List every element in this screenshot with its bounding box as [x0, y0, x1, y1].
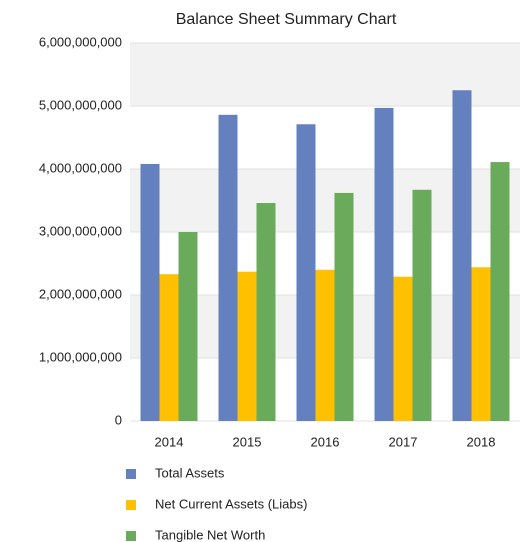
- legend-label: Total Assets: [155, 465, 225, 480]
- bar: [471, 267, 491, 421]
- legend-swatch: [126, 531, 136, 541]
- bar: [218, 114, 238, 421]
- y-tick-label: 2,000,000,000: [39, 286, 122, 301]
- bar: [159, 274, 179, 421]
- y-tick-label: 5,000,000,000: [39, 97, 122, 112]
- bar: [412, 189, 432, 421]
- x-tick-label: 2017: [389, 434, 418, 449]
- legend-label: Net Current Assets (Liabs): [155, 496, 307, 511]
- x-tick-label: 2016: [311, 434, 340, 449]
- y-tick-label: 6,000,000,000: [39, 34, 122, 49]
- y-tick-label: 0: [115, 412, 122, 427]
- y-tick-label: 4,000,000,000: [39, 160, 122, 175]
- bar: [178, 232, 198, 421]
- bar: [315, 269, 335, 421]
- bar: [237, 271, 257, 421]
- x-tick-label: 2014: [155, 434, 184, 449]
- bar: [140, 163, 160, 421]
- bar: [296, 124, 316, 422]
- legend-label: Tangible Net Worth: [155, 527, 265, 542]
- bar: [256, 203, 276, 421]
- bar: [490, 162, 510, 421]
- x-tick-label: 2018: [467, 434, 496, 449]
- chart-title: Balance Sheet Summary Chart: [176, 11, 397, 28]
- legend-swatch: [126, 469, 136, 479]
- bar: [334, 192, 354, 421]
- legend-swatch: [126, 500, 136, 510]
- y-tick-label: 1,000,000,000: [39, 349, 122, 364]
- bar: [393, 276, 413, 421]
- y-tick-label: 3,000,000,000: [39, 223, 122, 238]
- x-tick-label: 2015: [233, 434, 262, 449]
- bar: [452, 90, 472, 421]
- bar: [374, 107, 394, 421]
